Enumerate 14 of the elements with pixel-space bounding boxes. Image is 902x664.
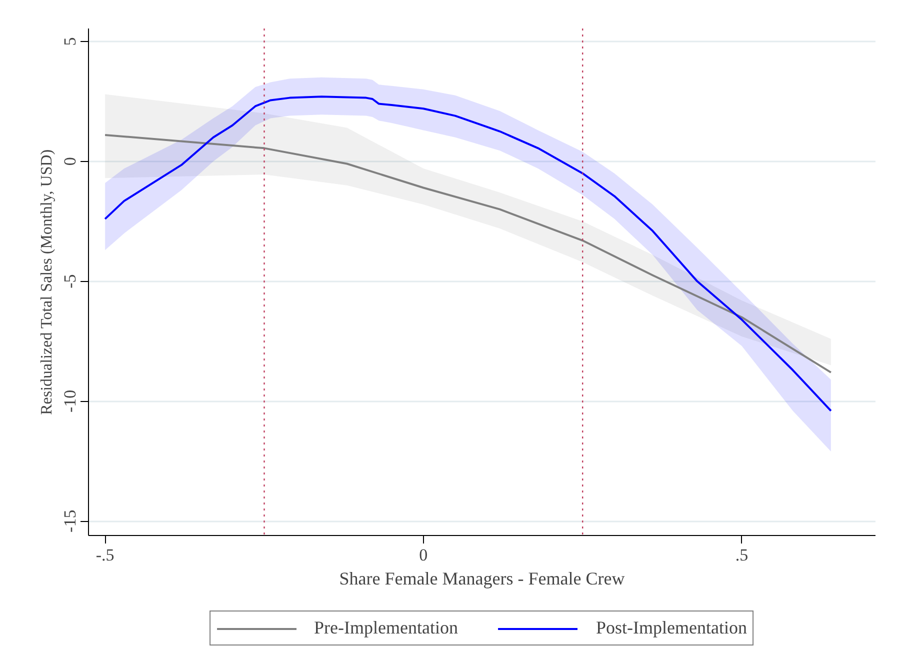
y-tick-label: -15: [60, 510, 80, 532]
y-tick-label: 5: [60, 37, 80, 46]
legend-label: Pre-Implementation: [314, 618, 458, 638]
y-tick-label: -10: [60, 390, 80, 413]
line-series: [104, 96, 832, 412]
x-tick-label: .5: [735, 546, 748, 564]
x-tick-label: 0: [419, 546, 428, 564]
x-axis-title: Share Female Managers - Female Crew: [339, 568, 625, 588]
y-tick-label: -5: [60, 274, 80, 288]
x-tick-label: -.5: [96, 546, 114, 564]
y-tick-label: 0: [60, 157, 80, 166]
y-axis-title: Residualized Total Sales (Monthly, USD): [38, 149, 56, 415]
line-series: [104, 134, 832, 374]
legend-label: Post-Implementation: [596, 618, 747, 638]
